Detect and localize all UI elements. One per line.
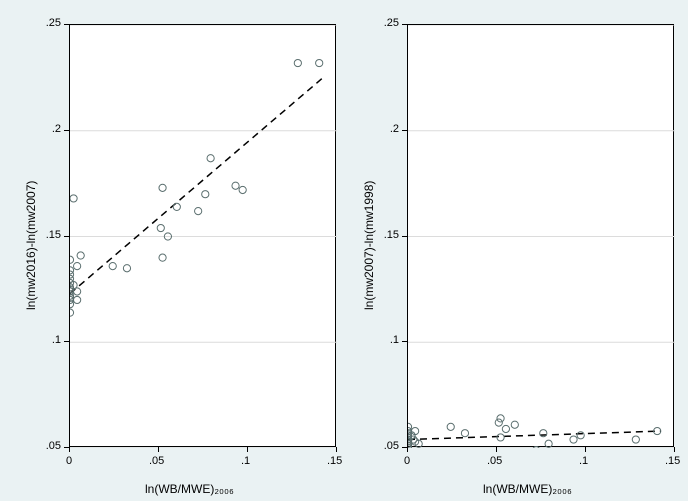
y-tick: [402, 341, 407, 342]
data-point: [461, 430, 468, 437]
data-point: [232, 182, 239, 189]
right-plot-area: [407, 24, 674, 447]
x-tick: [585, 447, 586, 452]
figure: ln(mw2016)-ln(mw2007) ln(WB/MWE)₂₀₀₆ ln(…: [0, 0, 688, 501]
data-point: [545, 440, 552, 447]
x-tick-label: .15: [327, 455, 342, 467]
data-point: [577, 432, 584, 439]
y-tick: [402, 236, 407, 237]
data-point: [511, 421, 518, 428]
x-tick-label: .15: [665, 455, 680, 467]
y-tick: [64, 24, 69, 25]
data-point: [109, 263, 116, 270]
y-tick: [64, 341, 69, 342]
y-tick-label: .05: [384, 440, 399, 452]
data-point: [77, 252, 84, 259]
x-tick-label: .05: [487, 455, 502, 467]
x-tick-label: 0: [404, 455, 410, 467]
data-point: [497, 434, 504, 441]
data-point: [70, 267, 74, 274]
data-point: [159, 254, 166, 261]
x-tick: [69, 447, 70, 452]
data-point: [447, 423, 454, 430]
y-tick-label: .1: [52, 334, 61, 346]
data-point: [74, 288, 81, 295]
data-point: [495, 419, 502, 426]
y-tick-label: .2: [390, 123, 399, 135]
y-tick-label: .25: [384, 17, 399, 29]
left-x-axis-title: ln(WB/MWE)₂₀₀₆: [145, 482, 234, 496]
right-x-axis-title: ln(WB/MWE)₂₀₀₆: [483, 482, 572, 496]
data-point: [316, 59, 323, 66]
data-point: [74, 263, 81, 270]
data-point: [159, 184, 166, 191]
x-tick-label: .1: [241, 455, 250, 467]
data-point: [202, 191, 209, 198]
trend-line: [408, 431, 661, 439]
y-tick: [402, 130, 407, 131]
data-point: [70, 256, 74, 263]
y-tick: [64, 236, 69, 237]
x-tick: [336, 447, 337, 452]
x-tick-label: .1: [579, 455, 588, 467]
x-tick: [496, 447, 497, 452]
y-tick-label: .15: [384, 229, 399, 241]
x-tick-label: 0: [66, 455, 72, 467]
y-tick: [64, 130, 69, 131]
data-point: [70, 309, 74, 316]
data-point: [207, 155, 214, 162]
x-tick-label: .05: [149, 455, 164, 467]
left-y-axis-title: ln(mw2016)-ln(mw2007): [24, 181, 38, 310]
y-tick-label: .25: [46, 17, 61, 29]
left-plot-area: [69, 24, 336, 447]
data-point: [497, 415, 504, 422]
right-chart-svg: [408, 25, 675, 448]
x-tick: [407, 447, 408, 452]
data-point: [570, 436, 577, 443]
trend-line: [70, 78, 323, 294]
y-tick-label: .05: [46, 440, 61, 452]
data-point: [195, 208, 202, 215]
left-chart-svg: [70, 25, 337, 448]
data-point: [157, 224, 164, 231]
data-point: [502, 425, 509, 432]
y-tick-label: .2: [52, 123, 61, 135]
data-point: [632, 436, 639, 443]
data-point: [123, 265, 130, 272]
y-tick: [402, 24, 407, 25]
data-point: [70, 195, 77, 202]
data-point: [74, 296, 81, 303]
right-y-axis-title: ln(mw2007)-ln(mw1998): [362, 181, 376, 310]
y-tick-label: .15: [46, 229, 61, 241]
x-tick: [158, 447, 159, 452]
data-point: [239, 186, 246, 193]
x-tick: [247, 447, 248, 452]
data-point: [294, 59, 301, 66]
x-tick: [674, 447, 675, 452]
y-tick-label: .1: [390, 334, 399, 346]
data-point: [173, 203, 180, 210]
